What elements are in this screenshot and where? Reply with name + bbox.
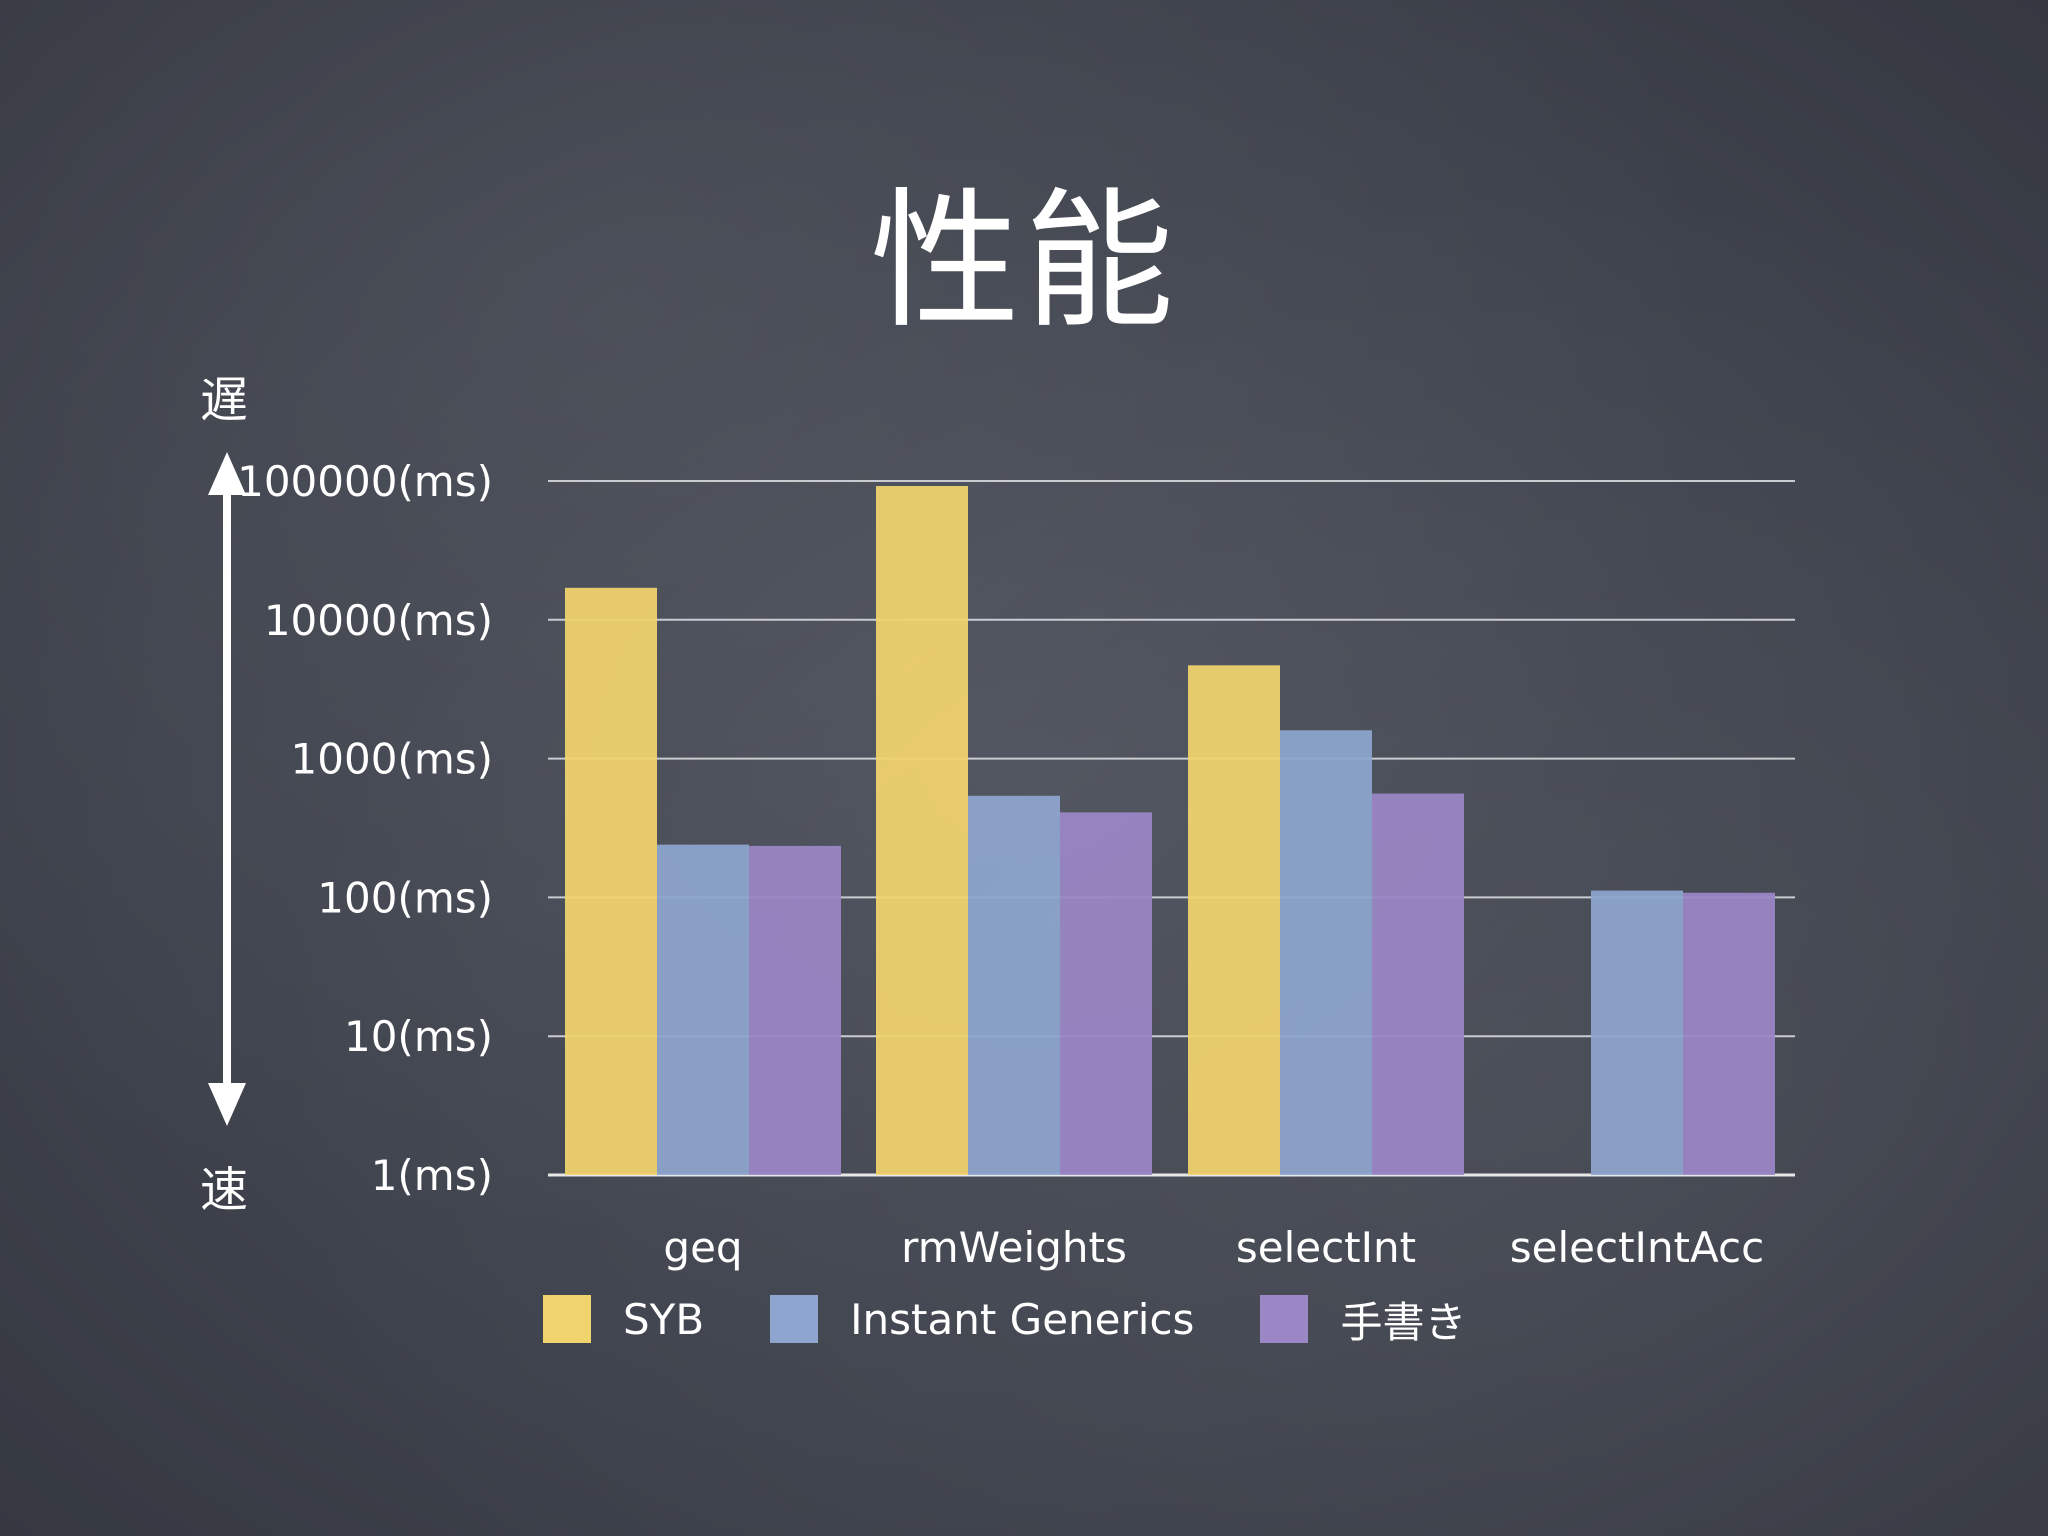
y-tick-label: 10(ms) [344,1012,493,1061]
y-tick-label: 1000(ms) [291,735,493,784]
bar [1683,892,1775,1175]
speed-arrow [208,452,246,1126]
bars [565,486,1775,1175]
bar [1188,665,1280,1175]
legend-swatch-syb [543,1295,591,1343]
bar [968,795,1060,1175]
arrow-up-head [208,452,246,495]
y-tick-labels: 1(ms) 10(ms) 100(ms) 1000(ms) 10000(ms) 10000… [237,457,493,1200]
legend-swatch-instant-generics [770,1295,819,1343]
y-tick-label: 1(ms) [371,1151,493,1200]
legend-swatch-handwritten [1260,1295,1309,1343]
legend: SYB Instant Generics 手書き [543,1292,1532,1347]
legend-item-syb: SYB [543,1295,704,1344]
y-tick-label: 100(ms) [317,873,493,922]
x-tick-label: selectInt [1236,1223,1416,1272]
bar [876,486,968,1175]
bar [657,844,749,1175]
legend-label-syb: SYB [623,1294,705,1344]
bar [1372,793,1464,1175]
arrow-down-head [208,1083,246,1126]
legend-item-instant-generics: Instant Generics [770,1295,1194,1344]
bar [565,587,657,1175]
bar [749,845,841,1175]
x-tick-label: rmWeights [901,1223,1127,1272]
legend-label-handwritten: 手書き [1340,1297,1467,1347]
bar [1280,730,1372,1175]
x-tick-label: geq [663,1223,742,1272]
y-tick-label: 100000(ms) [237,457,493,506]
x-tick-label: selectIntAcc [1510,1223,1764,1272]
legend-item-handwritten: 手書き [1260,1289,1466,1350]
bar [1591,890,1683,1175]
legend-label-instant-generics: Instant Generics [850,1294,1195,1344]
y-tick-label: 10000(ms) [264,596,493,645]
fast-label: 速 [200,1162,249,1218]
slide-title: 性能 [869,175,1178,349]
slow-label: 遅 [200,372,249,428]
x-tick-labels: geq rmWeights selectInt selectIntAcc [663,1223,1764,1272]
bar [1060,812,1152,1175]
